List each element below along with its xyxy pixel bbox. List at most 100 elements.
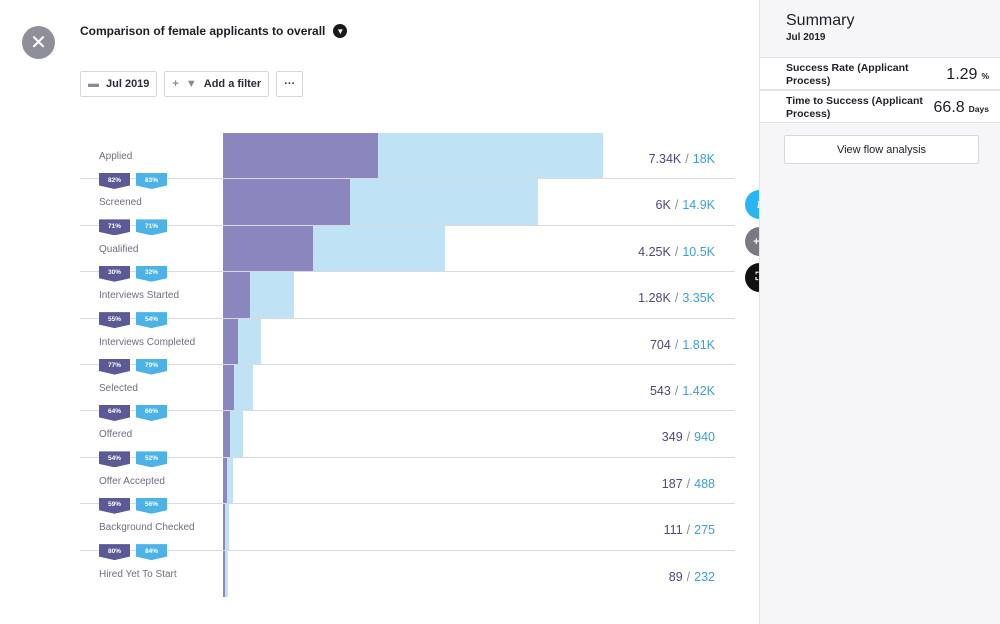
count-separator: / [686, 569, 691, 584]
plus-icon: + [172, 78, 179, 90]
overall-bar [223, 504, 229, 551]
conversion-tags: 30% 32% [99, 265, 167, 282]
female-count: 187 [661, 476, 683, 491]
overall-conversion-tag: 56% [136, 497, 167, 514]
report-title: Comparison of female applicants to overa… [80, 24, 326, 38]
funnel-chart: Applied 82% 83% 7.34K/18K Screened 71% 71% 6K/1… [80, 133, 735, 597]
overall-count: 18K [692, 152, 715, 166]
female-bar [223, 411, 231, 458]
female-conversion-tag: 54% [99, 451, 130, 468]
female-conversion-tag: 30% [99, 265, 130, 282]
stage-counts: 1.28K/3.35K [638, 291, 715, 305]
stage-counts: 111/275 [664, 523, 715, 537]
funnel-row[interactable]: Screened 71% 71% 6K/14.9K [80, 179, 735, 236]
stage-counts: 187/488 [662, 477, 715, 491]
overall-conversion-tag: 66% [136, 404, 167, 421]
add-filter-button[interactable]: + ▼ Add a filter [164, 71, 270, 97]
row-divider [80, 317, 735, 319]
chevron-down-icon[interactable]: ▼ [333, 24, 348, 38]
funnel-row[interactable]: Qualified 30% 32% 4.25K/10.5K [80, 225, 735, 282]
stage-counts: 7.34K/18K [649, 152, 715, 166]
overall-count: 940 [694, 430, 715, 445]
funnel-row[interactable]: Hired Yet To Start 89/232 [80, 550, 735, 597]
female-count: 111 [663, 523, 683, 538]
close-button[interactable]: ✕ [22, 26, 55, 59]
date-filter-button[interactable]: ▬ Jul 2019 [80, 71, 158, 97]
success-rate-value: 1.29% [946, 66, 989, 83]
row-divider [80, 410, 735, 412]
female-bar [223, 457, 227, 504]
female-conversion-tag: 80% [99, 544, 130, 561]
success-rate-label: Success Rate (Applicant Process) [786, 62, 909, 87]
stage-label: Screened [99, 197, 142, 209]
stage-label: Interviews Completed [99, 336, 196, 348]
overall-conversion-tag: 52% [136, 451, 167, 468]
female-count: 349 [661, 430, 683, 445]
funnel-row[interactable]: Interviews Completed 77% 79% 704/1.81K [80, 318, 735, 375]
overall-count: 488 [694, 476, 715, 491]
row-divider [80, 456, 735, 458]
overall-conversion-tag: 83% [136, 173, 167, 189]
add-filter-label: Add a filter [203, 78, 262, 90]
time-to-success-value: 66.8 Days [933, 99, 989, 116]
overall-bar [223, 457, 234, 504]
close-icon: ✕ [30, 31, 47, 54]
calendar-icon: ▬ [88, 78, 99, 90]
more-options-button[interactable]: ··· [276, 71, 304, 97]
overall-count: 232 [694, 569, 715, 584]
overall-conversion-tag: 54% [136, 312, 167, 329]
stage-label: Interviews Started [99, 290, 180, 302]
female-conversion-tag: 82% [99, 173, 130, 189]
count-separator: / [674, 383, 679, 398]
female-bar [223, 364, 235, 411]
female-bar [223, 504, 226, 551]
count-separator: / [674, 291, 679, 306]
stage-counts: 349/940 [662, 430, 715, 444]
row-divider [80, 549, 735, 551]
stage-label: Selected [99, 382, 138, 394]
count-separator: / [686, 476, 691, 491]
stage-label: Hired Yet To Start [99, 568, 177, 580]
conversion-tags: 80% 84% [99, 544, 167, 561]
funnel-row[interactable]: Background Checked 80% 84% 111/275 [80, 504, 735, 561]
female-bar [223, 550, 225, 597]
count-separator: / [686, 523, 691, 538]
stage-label: Offer Accepted [99, 475, 165, 487]
overall-conversion-tag: 79% [136, 358, 167, 375]
overall-conversion-tag: 84% [136, 544, 167, 561]
row-divider [80, 178, 735, 180]
female-bar [223, 179, 350, 226]
funnel-row[interactable]: Offer Accepted 59% 56% 187/488 [80, 457, 735, 514]
overall-count: 14.9K [682, 198, 715, 213]
female-conversion-tag: 59% [99, 497, 130, 514]
stage-counts: 89/232 [669, 570, 715, 584]
stage-counts: 543/1.42K [650, 384, 715, 398]
conversion-tags: 59% 56% [99, 497, 167, 514]
stage-counts: 6K/14.9K [656, 198, 715, 212]
female-count: 6K [655, 198, 671, 213]
funnel-row[interactable]: Offered 54% 52% 349/940 [80, 411, 735, 468]
conversion-tags: 54% 52% [99, 451, 167, 468]
stage-label: Background Checked [99, 522, 195, 534]
funnel-row[interactable]: Applied 82% 83% 7.34K/18K [80, 133, 735, 189]
funnel-row[interactable]: Interviews Started 55% 54% 1.28K/3.35K [80, 272, 735, 329]
time-to-success-metric: Time to Success (Applicant Process) 66.8… [760, 90, 1000, 123]
conversion-tags: 55% 54% [99, 312, 167, 329]
toolbar: ▬ Jul 2019 + ▼ Add a filter ··· [80, 71, 304, 97]
time-to-success-label: Time to Success (Applicant Process) [786, 95, 923, 120]
funnel-row[interactable]: Selected 64% 66% 543/1.42K [80, 364, 735, 421]
female-count: 89 [668, 569, 683, 584]
overall-bar [223, 550, 228, 597]
overall-count: 10.5K [682, 244, 715, 259]
view-flow-analysis-button[interactable]: View flow analysis [784, 135, 979, 164]
female-conversion-tag: 77% [99, 358, 130, 375]
stage-label: Applied [99, 151, 133, 162]
female-count: 704 [649, 337, 671, 352]
summary-panel: Summary Jul 2019 Success Rate (Applicant… [759, 0, 1000, 624]
success-rate-metric: Success Rate (Applicant Process) 1.29% [760, 57, 1000, 90]
summary-period: Jul 2019 [786, 32, 826, 43]
stage-counts: 704/1.81K [650, 338, 715, 352]
more-icon: ··· [284, 78, 296, 90]
female-bar [223, 225, 313, 272]
conversion-tags: 82% 83% [99, 173, 167, 189]
